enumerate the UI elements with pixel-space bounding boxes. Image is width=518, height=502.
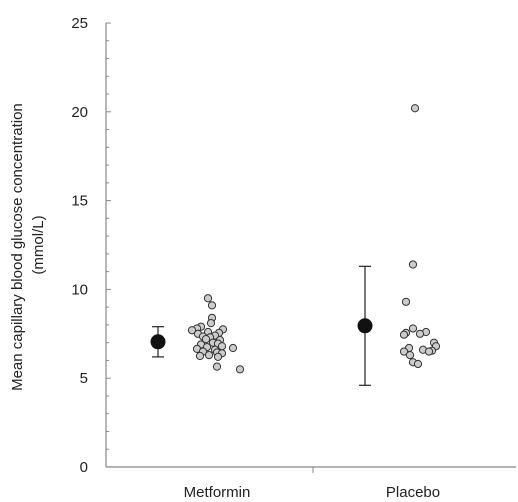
mean-marker (357, 318, 373, 334)
x-ticks: Metformin Placebo (184, 467, 440, 501)
y-tick-label: 0 (80, 459, 88, 476)
x-category-label: Metformin (184, 484, 251, 501)
data-point (399, 330, 409, 339)
data-point (203, 294, 213, 303)
data-point (399, 347, 409, 356)
y-tick-label: 5 (80, 370, 88, 387)
data-point (204, 351, 214, 360)
y-ticks: 0 5 10 15 20 25 (71, 15, 111, 476)
data-point (405, 351, 415, 360)
data-point (235, 365, 245, 374)
y-tick-label: 10 (71, 281, 88, 298)
mean-marker (150, 334, 166, 350)
y-tick-label: 15 (71, 193, 88, 210)
data-point (408, 324, 418, 333)
data-point (424, 347, 434, 356)
y-tick-label: 25 (71, 15, 88, 32)
data-point (217, 342, 227, 351)
axes (105, 23, 516, 468)
data-point (413, 359, 423, 369)
data-point (195, 351, 205, 361)
data-marks (150, 104, 441, 386)
data-point (228, 343, 238, 353)
y-tick-label: 20 (71, 104, 88, 121)
data-point (201, 335, 211, 344)
data-point (213, 352, 223, 361)
data-point (187, 326, 197, 335)
data-point (410, 104, 420, 113)
data-point (401, 297, 411, 306)
y-axis-title: Mean capillary blood glucose concentrati… (9, 99, 47, 391)
data-point (408, 260, 418, 269)
y-axis-title-line-1: Mean capillary blood glucose concentrati… (9, 103, 26, 391)
y-axis-title-line-2: (mmol/L) (30, 215, 47, 274)
x-category-label: Placebo (386, 484, 440, 501)
data-point (207, 301, 217, 310)
data-point (212, 362, 222, 371)
data-point (206, 319, 216, 328)
data-point (415, 329, 425, 338)
